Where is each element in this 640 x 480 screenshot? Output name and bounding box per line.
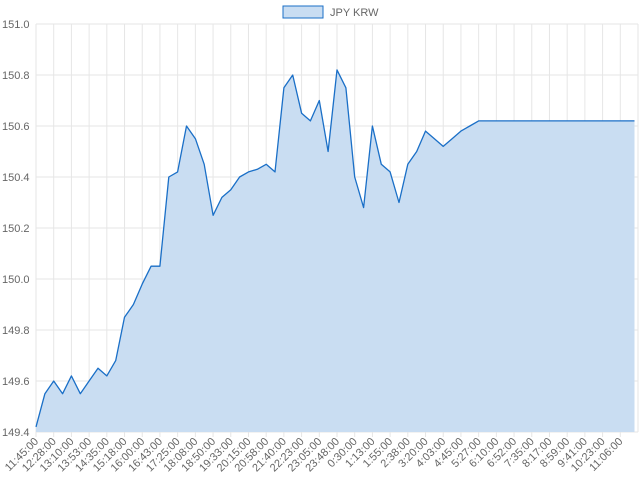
plot-area	[35, 69, 635, 433]
y-tick-label: 150.0	[2, 274, 30, 286]
y-tick-label: 150.8	[2, 70, 30, 82]
y-tick-label: 151.0	[2, 19, 30, 31]
y-tick-label: 149.6	[2, 376, 30, 388]
y-axis: 149.4 149.6 149.8 150.0 150.2 150.4 150.6 150.8…	[2, 19, 30, 439]
legend[interactable]: JPY KRW	[282, 5, 379, 19]
legend-swatch[interactable]	[282, 5, 324, 19]
y-tick-label: 150.6	[2, 121, 30, 133]
legend-label[interactable]: JPY KRW	[330, 7, 379, 19]
series-line	[35, 69, 635, 428]
y-tick-label: 149.8	[2, 325, 30, 337]
y-tick-label: 149.4	[2, 427, 30, 439]
series-area-fill	[36, 69, 635, 433]
y-tick-label: 150.2	[2, 223, 30, 235]
x-axis: 11:45:0012:28:0013:10:0013:53:0014:35:00…	[3, 436, 625, 475]
y-tick-label: 150.4	[2, 172, 30, 184]
